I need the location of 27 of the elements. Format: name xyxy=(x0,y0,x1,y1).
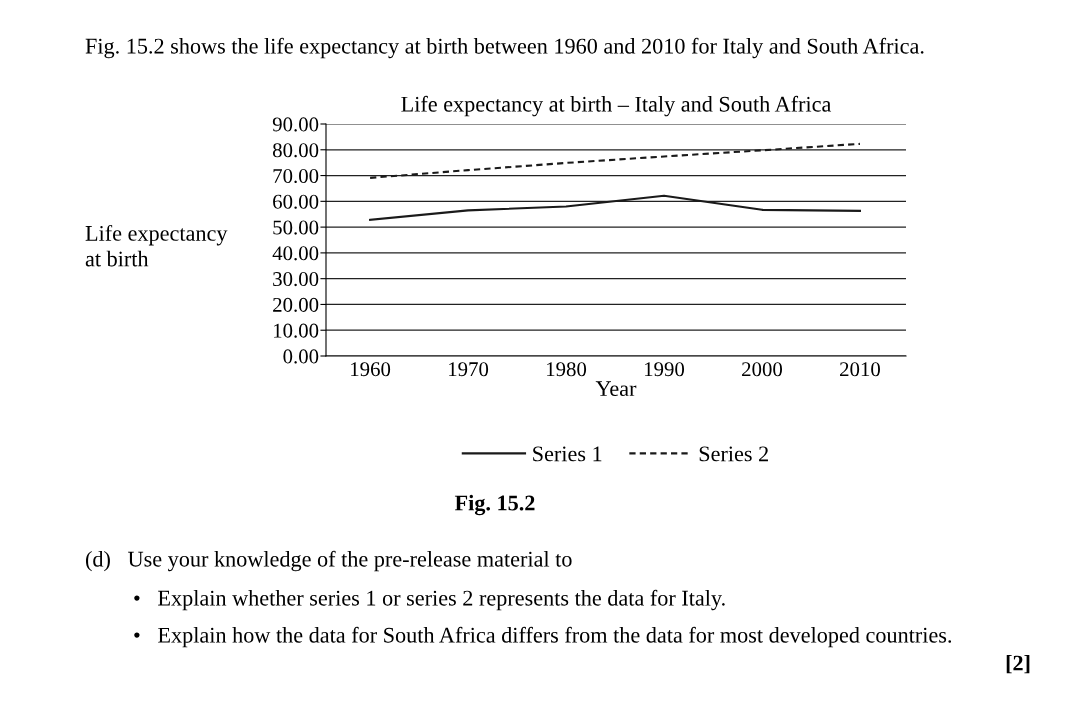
caption: Fig. 15.2 xyxy=(454,494,535,516)
x-tick-label: 1980 xyxy=(547,362,587,377)
y-axis-title: Life expectancy at birth xyxy=(85,225,228,267)
text: • Explain how the data for South Africa differs from the data for most developed countries. xyxy=(134,626,952,648)
y-tick-label: 90.00 xyxy=(272,117,319,132)
x-tick-label: 1960 xyxy=(351,362,391,377)
y-tick-label: 50.00 xyxy=(273,220,319,235)
text: [2] xyxy=(1006,654,1030,674)
text: • Explain whether series 1 or series 2 represents the data for Italy. xyxy=(134,589,725,611)
legend-label: Series 2 xyxy=(699,446,768,462)
y-tick-label: 0.00 xyxy=(283,349,319,364)
y-tick-label: 30.00 xyxy=(273,272,319,287)
x-tick-label: 2010 xyxy=(840,362,880,377)
text: (d) Use your knowledge of the pre-release material to xyxy=(85,550,572,572)
chart-title: Life expectancy at birth – Italy and South Africa xyxy=(401,95,832,117)
y-tick-label: 40.00 xyxy=(272,246,319,261)
x-axis-title: Year xyxy=(595,381,637,397)
y-tick-label: 10.00 xyxy=(274,323,319,338)
legend-label: Series 1 xyxy=(533,446,602,462)
x-tick-label: 2000 xyxy=(742,362,783,377)
caption: Fig. 15.2 shows the life expectancy at birth between 1960 and 2010 for Italy and South Africa. xyxy=(85,37,924,59)
y-tick-label: 70.00 xyxy=(273,168,319,184)
x-tick-label: 1970 xyxy=(449,362,489,377)
y-tick-label: 20.00 xyxy=(273,297,319,312)
y-tick-label: 80.00 xyxy=(272,143,319,158)
x-tick-label: 1990 xyxy=(645,362,685,377)
y-tick-label: 60.00 xyxy=(273,194,319,209)
